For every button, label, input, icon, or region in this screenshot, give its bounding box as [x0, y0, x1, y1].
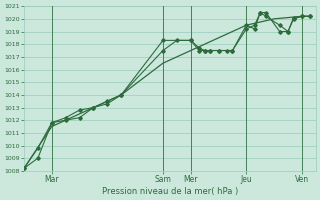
X-axis label: Pression niveau de la mer( hPa ): Pression niveau de la mer( hPa ) [102, 187, 238, 196]
